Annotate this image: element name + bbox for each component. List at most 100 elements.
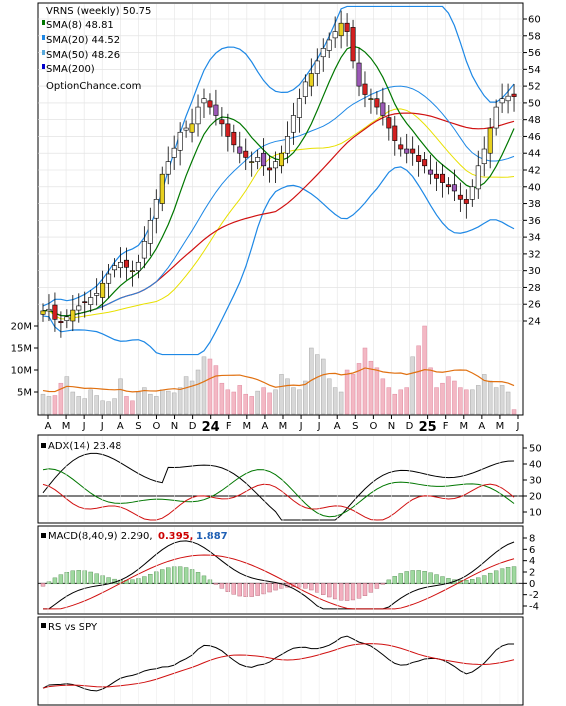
candle-body: [171, 147, 177, 158]
price-tick-label: 56: [528, 48, 541, 59]
candle-body: [463, 199, 469, 204]
macd-histogram-bar: [249, 583, 254, 597]
price-tick-label: 36: [528, 216, 541, 227]
macd-histogram-bar: [374, 583, 380, 589]
x-axis: A M J J A S O N D 24 F M A M J J A S O N D 25 F M A M J: [45, 415, 519, 435]
candle-body: [46, 308, 52, 312]
volume-bar: [207, 358, 213, 415]
candle-body: [225, 123, 231, 137]
macd-histogram-bar: [428, 572, 433, 585]
price-tick-label: 42: [528, 166, 541, 177]
macd-histogram-bar: [70, 570, 76, 585]
candle-body: [261, 152, 267, 167]
macd-histogram-bar: [499, 568, 505, 585]
x-tick-label: N: [171, 421, 178, 432]
volume-bar: [285, 378, 290, 415]
candle-body: [153, 199, 159, 219]
volume-bar: [356, 363, 362, 415]
candle-body: [344, 22, 350, 32]
volume-bar: [374, 367, 380, 415]
plus-di-line: [42, 468, 515, 518]
candle-body: [207, 100, 213, 108]
volume-bar: [458, 387, 463, 415]
price-axis: 60 58 56 54 52 50 48 46 44 42 40 38 36 34 32 30 28 26 24: [523, 15, 541, 328]
x-tick-label: M: [62, 421, 71, 432]
rs-swatch: [41, 623, 46, 628]
x-tick-label: 24: [202, 420, 220, 435]
macd-histogram-bar: [201, 575, 207, 585]
macd-histogram-bar: [231, 583, 237, 595]
macd-histogram-bar: [362, 583, 368, 596]
volume-bar: [148, 393, 153, 415]
macd-histogram-bar: [130, 579, 135, 585]
volume-bar: [440, 382, 445, 415]
candle-body: [177, 131, 183, 151]
price-tick-label: 26: [528, 300, 541, 311]
candle-body: [273, 161, 279, 169]
x-tick-label: S: [352, 421, 358, 432]
volume-bars: [40, 325, 517, 415]
macd-histogram-bar: [476, 577, 481, 585]
macd-histogram-bar: [344, 583, 350, 601]
candle-body: [100, 282, 106, 298]
macd-histogram-bar: [493, 570, 499, 585]
candle-body: [82, 301, 88, 304]
candle-body: [290, 115, 296, 133]
candle-body: [237, 146, 243, 154]
volume-bar: [231, 391, 237, 415]
candle-body: [213, 104, 219, 116]
macd-histogram-bar: [225, 583, 231, 592]
macd-histogram-bar: [273, 583, 278, 591]
volume-bar: [160, 389, 165, 415]
candle-body: [350, 27, 356, 62]
candle-body: [189, 123, 195, 133]
macd-label: MACD(8,40,9) 2.290,: [48, 531, 153, 542]
candle-body: [70, 309, 76, 322]
x-tick-label: D: [189, 421, 197, 432]
candle-body: [356, 62, 362, 87]
candle-body: [505, 95, 511, 102]
volume-bar: [142, 387, 147, 415]
volume-bar: [171, 392, 177, 415]
macd-signal-value: 1.887: [196, 531, 228, 542]
x-tick-label: J: [299, 421, 303, 432]
volume-bar: [470, 389, 475, 415]
volume-bar: [434, 387, 439, 415]
candle-body: [308, 73, 314, 87]
macd-value: 0.395,: [158, 531, 193, 542]
volume-bar: [332, 387, 338, 415]
macd-histogram-bar: [166, 567, 171, 585]
candle-body: [439, 173, 445, 183]
macd-histogram-bar: [255, 583, 260, 596]
price-tick-label: 28: [528, 283, 541, 294]
volume-bar: [380, 378, 386, 415]
volume-bar: [320, 358, 326, 415]
macd-histogram-bar: [88, 571, 93, 585]
adx-panel: 50 40 30 20 10: [38, 444, 542, 521]
volume-bar: [118, 378, 123, 415]
x-tick-label: D: [406, 421, 414, 432]
x-tick-label: F: [226, 421, 232, 432]
x-tick-label: J: [100, 421, 104, 432]
macd-histogram-bar: [404, 571, 409, 585]
candle-body: [58, 321, 64, 323]
macd-histogram-bar: [177, 566, 183, 585]
macd-line: [43, 540, 515, 610]
volume-bar: [46, 396, 52, 415]
volume-bar: [40, 393, 46, 415]
volume-bar: [249, 396, 254, 415]
volume-bar: [124, 396, 129, 415]
volume-bar: [368, 360, 374, 415]
candle-body: [284, 136, 290, 154]
x-tick-label: 25: [419, 420, 437, 435]
candle-body: [219, 119, 225, 125]
volume-bar: [267, 392, 272, 415]
adx-tick-label: 50: [529, 444, 542, 455]
volume-bar: [446, 376, 451, 415]
legend-sma200: SMA(200): [46, 64, 95, 75]
candle-body: [326, 39, 332, 51]
macd-histogram-bar: [410, 570, 415, 585]
volume-bar: [76, 396, 82, 415]
volume-bar: [476, 385, 481, 415]
